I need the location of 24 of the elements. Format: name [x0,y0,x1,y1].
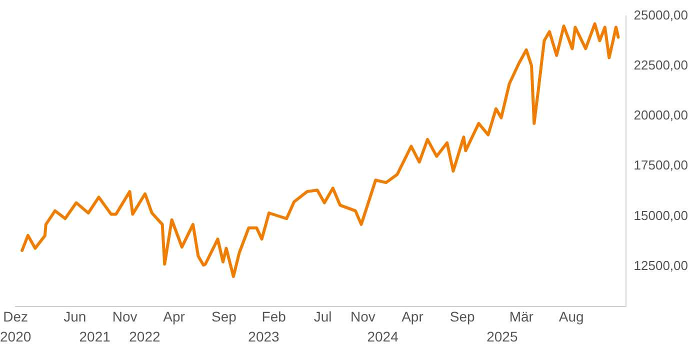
x-tick-label: Nov [112,308,138,325]
x-tick-label: Feb [262,308,286,325]
y-tick-label: 12500,00 [634,258,688,273]
x-tick-label: Apr [163,308,186,325]
x-tick-label: Mär [509,308,534,325]
x2-tick-label: 2025 [486,328,518,344]
x-tick-label: Aug [558,308,584,325]
x-tick-label: Nov [350,308,376,325]
y-tick-label: 17500,00 [634,158,688,173]
x2-tick-label: 2023 [248,328,280,344]
y-tick-label: 15000,00 [634,208,688,223]
x2-tick-label: 2022 [129,328,161,344]
x-tick-label: Apr [402,308,424,325]
x-tick-label: Sep [450,308,476,325]
y-tick-label: 20000,00 [634,108,688,123]
x-tick-label: Jun [64,308,86,325]
x-tick-label: Dez [3,308,28,325]
x-tick-label: Jul [314,308,332,325]
y-tick-label: 22500,00 [634,57,688,72]
x2-tick-label: 2020 [0,328,32,344]
x2-tick-label: 2021 [79,328,111,344]
x-tick-label: Sep [212,308,237,325]
y-tick-label: 25000,00 [634,7,688,22]
x2-tick-label: 2024 [367,328,399,344]
